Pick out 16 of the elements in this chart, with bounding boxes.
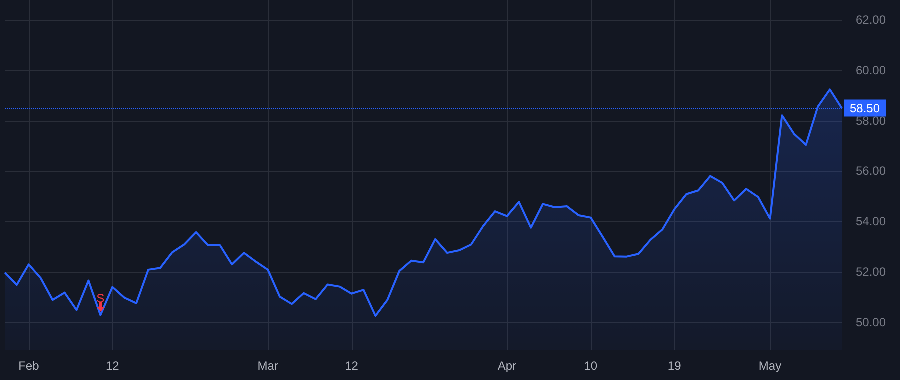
y-tick-label: 58.00	[856, 114, 886, 128]
x-tick-label: 12	[106, 359, 120, 373]
x-tick-label: Feb	[18, 359, 40, 373]
x-tick-label: May	[758, 359, 782, 373]
y-tick-label: 50.00	[856, 315, 886, 330]
x-tick-label: Mar	[258, 359, 278, 373]
ref-line-label: 58.50	[850, 101, 880, 116]
x-tick-label: 19	[668, 359, 682, 373]
x-tick-label: 12	[345, 359, 359, 373]
y-tick-label: 54.00	[856, 214, 886, 229]
y-tick-label: 60.00	[856, 64, 886, 78]
y-tick-label: 62.00	[856, 13, 886, 28]
y-tick-label: 52.00	[856, 264, 886, 279]
x-tick-label: Apr	[498, 359, 517, 373]
x-tick-label: 10	[584, 359, 598, 373]
y-tick-label: 56.00	[856, 164, 886, 178]
